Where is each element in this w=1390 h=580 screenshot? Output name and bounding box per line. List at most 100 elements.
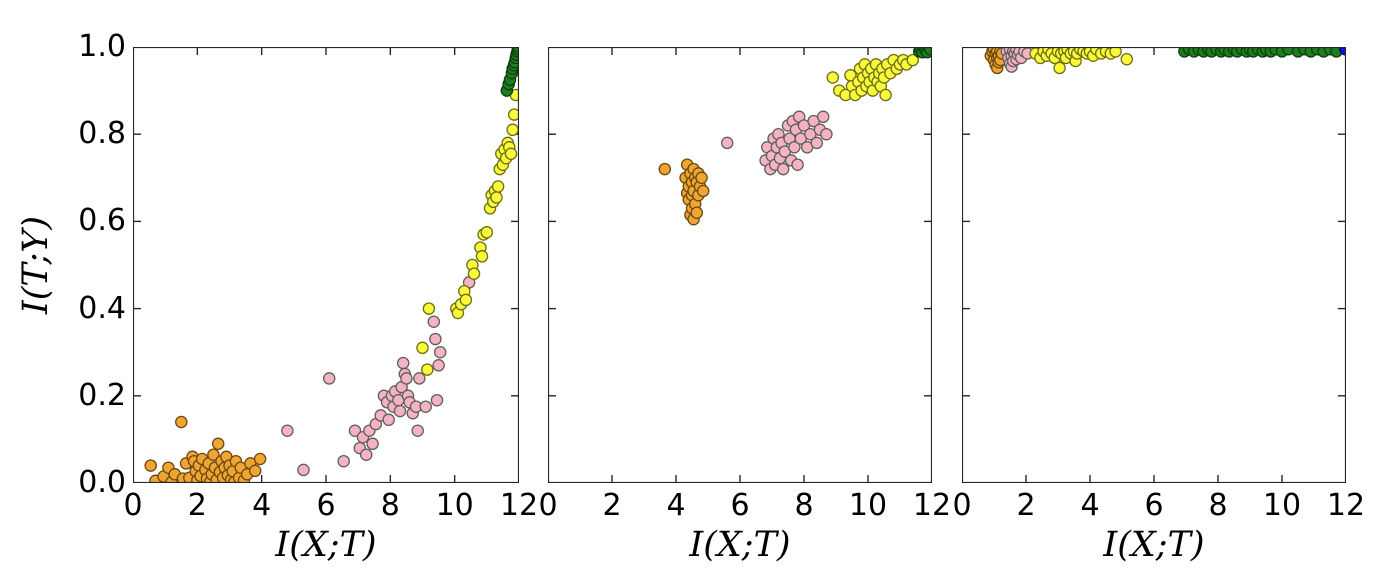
data-point [207, 448, 220, 461]
x-axis-label: I(X;T) [275, 525, 377, 565]
y-tick-label: 0.2 [78, 377, 126, 413]
data-point [429, 332, 442, 346]
data-point [359, 448, 373, 461]
data-point [322, 372, 336, 385]
x-tick-label: 10 [848, 488, 888, 523]
data-point [480, 226, 494, 239]
x-tick-label: 6 [1144, 488, 1164, 523]
data-point [419, 400, 432, 413]
series-yellow [416, 88, 519, 376]
y-tick-label: 1.0 [78, 29, 126, 64]
data-point [695, 171, 708, 185]
data-point [422, 302, 436, 315]
data-point [820, 127, 833, 141]
scatter-plot-canvas [548, 47, 932, 483]
x-axis-label: I(X;T) [689, 525, 791, 565]
x-tick-label: 0 [538, 488, 558, 523]
data-point [337, 454, 350, 468]
series-orange [658, 158, 710, 226]
data-point [348, 424, 362, 437]
x-tick-label: 4 [1080, 488, 1100, 523]
x-tick-label: 0 [123, 488, 143, 523]
x-tick-label: 4 [666, 488, 686, 523]
data-point [144, 459, 157, 472]
tick-marks [133, 47, 519, 483]
series-orange [144, 415, 267, 483]
data-point [475, 250, 489, 263]
series-pink [720, 110, 833, 176]
x-tick-label: 2 [187, 488, 207, 523]
data-point [248, 464, 262, 478]
plot-frame [133, 47, 519, 483]
data-point [504, 147, 518, 161]
x-axis-label: I(X;T) [1103, 525, 1205, 565]
data-point [175, 415, 188, 429]
scatter-panel-left: I(X;T) 0 2 4 6 8 10 12 [123, 47, 538, 565]
scatter-panel-middle: I(X;T) 0 2 4 6 8 10 12 [538, 47, 951, 565]
x-tick-label: 2 [1016, 488, 1036, 523]
data-point [393, 404, 407, 418]
data-point [297, 463, 310, 477]
x-tick-label: 10 [1262, 488, 1302, 523]
data-point [490, 191, 503, 204]
x-tick-label: 0 [952, 488, 972, 523]
series-yellow [826, 53, 920, 102]
data-point [382, 413, 395, 427]
data-point [1053, 61, 1066, 75]
y-tick-label: 0.0 [78, 465, 126, 500]
tick-marks [962, 47, 1346, 483]
data-point [430, 393, 444, 407]
x-tick-label: 6 [730, 488, 750, 523]
data-point [396, 356, 410, 370]
data-point [924, 47, 932, 56]
data-point [427, 315, 441, 328]
data-point [879, 88, 892, 102]
data-point [816, 110, 830, 124]
data-point [1120, 52, 1134, 66]
series-green [912, 47, 932, 59]
data-point [1109, 47, 1122, 58]
tick-marks [548, 47, 932, 483]
data-point [658, 162, 672, 176]
data-point [413, 372, 426, 385]
data-point [696, 184, 710, 198]
series-yellow [1029, 47, 1134, 75]
data-point [690, 206, 704, 219]
plot-frame [548, 47, 932, 483]
data-point [791, 158, 804, 171]
data-point [433, 345, 447, 359]
data-point [459, 293, 473, 307]
x-tick-label: 6 [316, 488, 336, 523]
y-axis-label: I(T;Y) [16, 215, 56, 315]
data-point [810, 136, 824, 150]
series-pink [281, 276, 476, 477]
series-green [1178, 47, 1343, 58]
data-point [421, 363, 434, 376]
series-pink [1000, 47, 1034, 73]
x-tick-label: 12 [1326, 488, 1366, 523]
data-point [776, 162, 790, 176]
data-point [826, 71, 840, 84]
data-point [906, 53, 920, 67]
data-point [467, 267, 481, 280]
x-tick-label: 12 [912, 488, 952, 523]
x-tick-label: 8 [380, 488, 400, 523]
data-point [366, 437, 379, 451]
data-point [416, 341, 429, 355]
data-point [432, 359, 445, 372]
plot-frame [962, 47, 1346, 483]
scatter-panel-right: I(X;T) 0 2 4 6 8 10 12 [952, 47, 1365, 565]
data-point [491, 180, 505, 193]
data-point [411, 424, 424, 437]
data-point [720, 136, 734, 150]
data-point [507, 108, 519, 121]
x-tick-label: 10 [435, 488, 474, 523]
x-tick-label: 8 [1208, 488, 1228, 523]
scatter-plot-canvas [133, 47, 519, 483]
y-tick-label: 0.4 [78, 290, 126, 326]
data-point [281, 424, 294, 437]
data-point [253, 452, 267, 466]
x-tick-label: 8 [794, 488, 814, 523]
x-tick-label: 2 [602, 488, 622, 523]
